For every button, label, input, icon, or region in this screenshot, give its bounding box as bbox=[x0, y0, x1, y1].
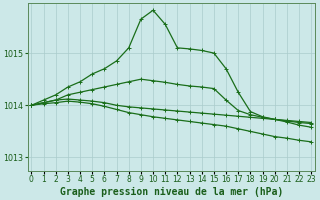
X-axis label: Graphe pression niveau de la mer (hPa): Graphe pression niveau de la mer (hPa) bbox=[60, 186, 283, 197]
